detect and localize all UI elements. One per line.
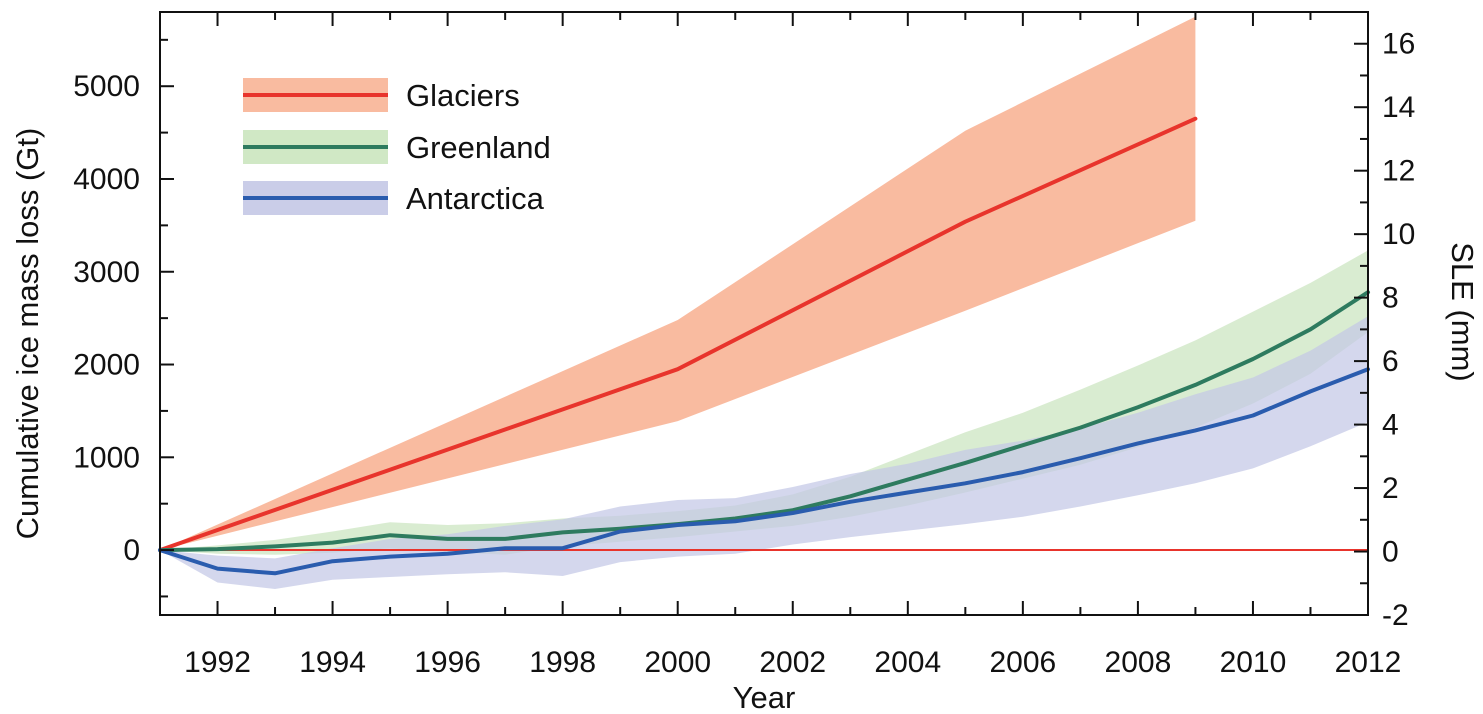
x-tick-label: 1996 (414, 646, 481, 679)
y-tick-label: 3000 (73, 256, 140, 289)
x-tick-label: 2002 (759, 646, 826, 679)
y2-tick-label: 0 (1382, 536, 1399, 569)
axis-ticks (159, 11, 1369, 616)
y2-tick-label: 4 (1382, 409, 1399, 442)
tick-labels: 1992 1994 1996 1998 2000 2002 2004 2006 2008 2010… (73, 28, 1415, 679)
y-tick-label: 5000 (73, 70, 140, 103)
x-tick-label: 2006 (989, 646, 1056, 679)
plot-border (159, 11, 1369, 616)
y-tick-label: 1000 (73, 441, 140, 474)
greenland-legend-label: Greenland (406, 130, 551, 165)
uncertainty-bands (160, 16, 1368, 589)
y2-tick-label: -2 (1382, 599, 1409, 632)
x-tick-label: 2008 (1105, 646, 1172, 679)
greenland-line (158, 290, 1370, 553)
glaciers-uncertainty-band (160, 16, 1196, 551)
x-tick-label: 2000 (644, 646, 711, 679)
y2-tick-label: 10 (1382, 218, 1415, 251)
glaciers-legend-label: Glaciers (406, 78, 520, 113)
y2-tick-label: 6 (1382, 345, 1399, 378)
greenland-uncertainty-band (160, 250, 1368, 555)
y2-tick-label: 8 (1382, 282, 1399, 315)
plot-frame (159, 11, 1369, 616)
y-tick-label: 4000 (73, 163, 140, 196)
y2-tick-label: 12 (1382, 155, 1415, 188)
y2-axis-title: SLE (mm) (1445, 242, 1480, 382)
antarctica-line (158, 367, 1370, 576)
y-tick-label: 2000 (73, 349, 140, 382)
y2-tick-label: 2 (1382, 472, 1399, 505)
series-lines (158, 116, 1370, 576)
glaciers-line (158, 116, 1198, 553)
y-axis-title: Cumulative ice mass loss (Gt) (10, 128, 45, 540)
y2-tick-label: 16 (1382, 28, 1415, 61)
x-tick-label: 1992 (184, 646, 251, 679)
y2-tick-label: 14 (1382, 91, 1415, 124)
x-tick-label: 1994 (299, 646, 366, 679)
x-tick-label: 1998 (529, 646, 596, 679)
x-axis-title: Year (733, 680, 796, 714)
y-tick-label: 0 (123, 534, 140, 567)
legend: Glaciers Greenland Antarctica (243, 78, 551, 216)
x-tick-label: 2004 (874, 646, 941, 679)
antarctica-uncertainty-band (160, 316, 1368, 589)
x-tick-label: 2010 (1220, 646, 1287, 679)
x-tick-label: 2012 (1335, 646, 1402, 679)
antarctica-legend-label: Antarctica (406, 181, 545, 216)
